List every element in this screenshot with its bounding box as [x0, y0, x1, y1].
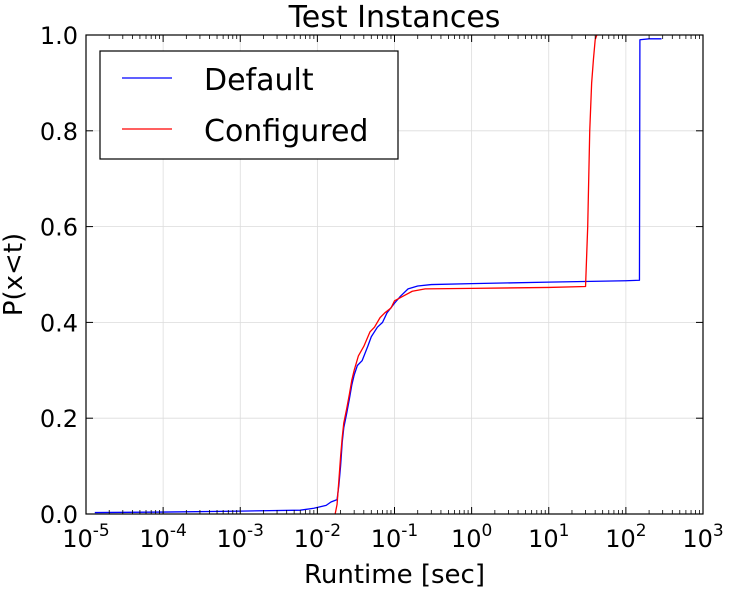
- x-tick-label-exponent: 1: [559, 521, 570, 541]
- legend: Default Configured: [99, 50, 399, 160]
- y-tick-label: 0.2: [40, 405, 78, 433]
- x-tick-label-exponent: 0: [481, 521, 492, 541]
- x-tick-label-base: 10: [371, 525, 402, 553]
- y-tick-label: 0.0: [40, 501, 78, 529]
- x-tick-label-exponent: -2: [324, 521, 341, 541]
- x-tick-label: 10-3: [217, 521, 265, 553]
- x-tick-label-base: 10: [139, 525, 170, 553]
- x-tick-label-exponent: -5: [93, 521, 110, 541]
- x-tick-label-exponent: 2: [636, 521, 647, 541]
- x-tick-label-base: 10: [217, 525, 248, 553]
- legend-label-default: Default: [204, 63, 314, 98]
- y-axis-label: P(x<t): [0, 233, 29, 316]
- legend-items: Default Configured: [122, 63, 368, 149]
- y-tick-label: 0.6: [40, 214, 78, 242]
- x-tick-label-base: 10: [62, 525, 93, 553]
- series-line-default: [94, 38, 662, 514]
- tick-labels: 10-5 10-4 10-3 10-2 10-1 100 101 102 1030.00.20.…: [40, 22, 724, 553]
- x-tick-label: 10-1: [371, 521, 419, 553]
- x-tick-label-base: 10: [682, 525, 713, 553]
- x-tick-label: 10-2: [294, 521, 342, 553]
- x-tick-label: 101: [528, 521, 569, 553]
- y-tick-label: 0.8: [40, 118, 78, 146]
- x-tick-label: 102: [605, 521, 646, 553]
- x-tick-label-base: 10: [605, 525, 636, 553]
- legend-label-configured: Configured: [204, 114, 368, 149]
- x-tick-label-exponent: 3: [713, 521, 724, 541]
- x-tick-label: 10-4: [139, 521, 187, 553]
- x-tick-label-base: 10: [528, 525, 559, 553]
- x-tick-label-exponent: -1: [401, 521, 418, 541]
- plot-lines: [94, 34, 662, 515]
- x-tick-label-base: 10: [294, 525, 325, 553]
- x-tick-label: 100: [451, 521, 492, 553]
- x-tick-label-exponent: -3: [247, 521, 264, 541]
- ticks: [85, 34, 704, 515]
- chart-title: Test Instances: [288, 0, 501, 35]
- y-tick-label: 0.4: [40, 309, 78, 337]
- x-tick-label-base: 10: [451, 525, 482, 553]
- x-axis-label: Runtime [sec]: [304, 560, 485, 590]
- series-line-configured: [334, 34, 598, 515]
- x-tick-label: 103: [682, 521, 723, 553]
- x-tick-label-exponent: -4: [170, 521, 187, 541]
- legend-box: [99, 50, 399, 160]
- y-tick-label: 1.0: [40, 22, 78, 50]
- x-tick-label: 10-5: [62, 521, 110, 553]
